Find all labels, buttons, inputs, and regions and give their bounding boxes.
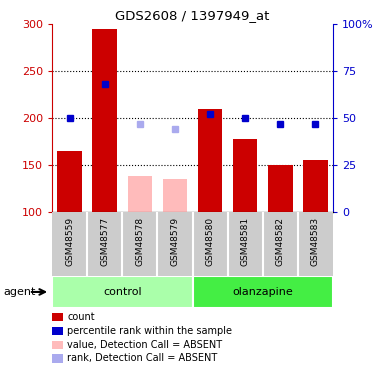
Text: GSM48578: GSM48578	[135, 217, 144, 266]
Text: rank, Detection Call = ABSENT: rank, Detection Call = ABSENT	[67, 354, 218, 363]
Text: agent: agent	[4, 287, 36, 297]
Bar	[92, 29, 117, 212]
Text: value, Detection Call = ABSENT: value, Detection Call = ABSENT	[67, 340, 223, 350]
Bar	[303, 160, 328, 212]
Bar	[198, 109, 223, 212]
Text: olanzapine: olanzapine	[233, 287, 293, 297]
Bar	[127, 176, 152, 212]
Bar	[52, 276, 192, 308]
Bar	[162, 179, 187, 212]
Bar	[57, 151, 82, 212]
Text: GSM48582: GSM48582	[276, 217, 285, 266]
Text: GSM48577: GSM48577	[100, 217, 109, 266]
Text: GSM48559: GSM48559	[65, 217, 74, 266]
Bar	[192, 276, 333, 308]
Text: control: control	[103, 287, 142, 297]
Bar	[268, 165, 293, 212]
Text: count: count	[67, 312, 95, 322]
Text: percentile rank within the sample: percentile rank within the sample	[67, 326, 233, 336]
Bar	[233, 139, 258, 212]
Text: GSM48583: GSM48583	[311, 217, 320, 266]
Text: GSM48580: GSM48580	[206, 217, 214, 266]
Text: GSM48581: GSM48581	[241, 217, 250, 266]
Text: GSM48579: GSM48579	[171, 217, 179, 266]
Text: GDS2608 / 1397949_at: GDS2608 / 1397949_at	[116, 9, 270, 22]
